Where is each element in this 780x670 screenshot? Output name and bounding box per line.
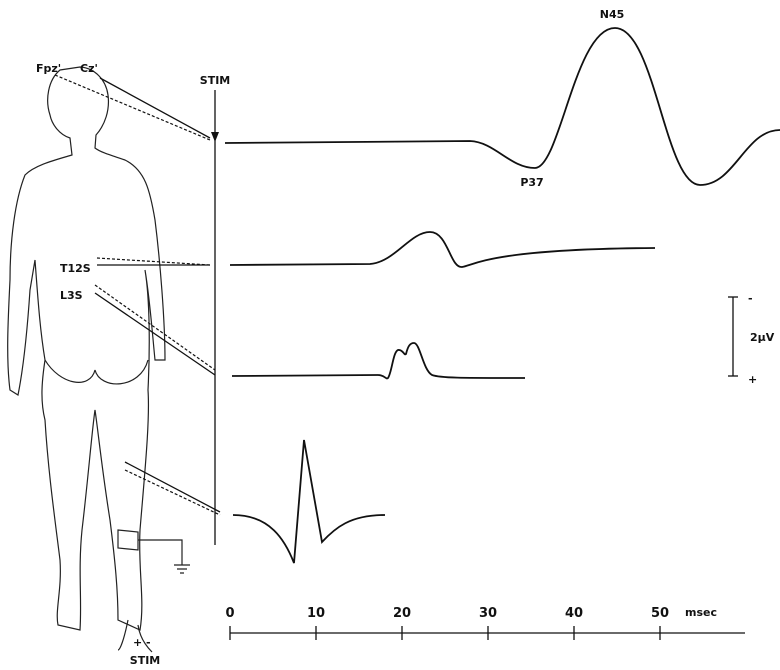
tick-label: 50 — [651, 606, 669, 621]
peak-label: P37 — [520, 176, 543, 189]
stim-arrow — [211, 132, 219, 142]
stim-label: STIM — [130, 654, 160, 667]
tick-label: 30 — [479, 606, 497, 621]
lead — [100, 78, 210, 138]
lead — [125, 470, 220, 515]
scale-label: + — [748, 373, 757, 386]
electrode-label: L3S — [60, 289, 83, 302]
lead — [55, 75, 210, 140]
peak-label: N45 — [600, 8, 625, 21]
lead — [97, 258, 210, 265]
trace-cortical — [225, 28, 780, 185]
tick-group: 0 10 20 30 40 50 — [225, 606, 669, 640]
electrode-label: T12S — [60, 262, 91, 275]
stim-polarity: + - — [133, 636, 151, 649]
lead — [95, 293, 215, 375]
trace-popliteal — [233, 440, 385, 563]
stim-label: STIM — [200, 74, 230, 87]
scale-label: - — [748, 292, 753, 305]
electrode-label: Fpz' — [36, 62, 61, 75]
trace-t12 — [230, 232, 655, 267]
tick-label: 10 — [307, 606, 325, 621]
axis-unit: msec — [685, 606, 717, 619]
tick-label: 0 — [225, 606, 234, 621]
scale-label: 2μV — [750, 331, 775, 344]
trace-l3 — [232, 343, 525, 378]
electrode-label: Cz' — [80, 62, 98, 75]
tick-label: 40 — [565, 606, 583, 621]
diagram: STIM Fpz' Cz' T12S L3S N45 P37 - 2μV + 0… — [0, 0, 780, 670]
lead — [125, 462, 220, 512]
human-figure — [8, 67, 190, 652]
tick-label: 20 — [393, 606, 411, 621]
